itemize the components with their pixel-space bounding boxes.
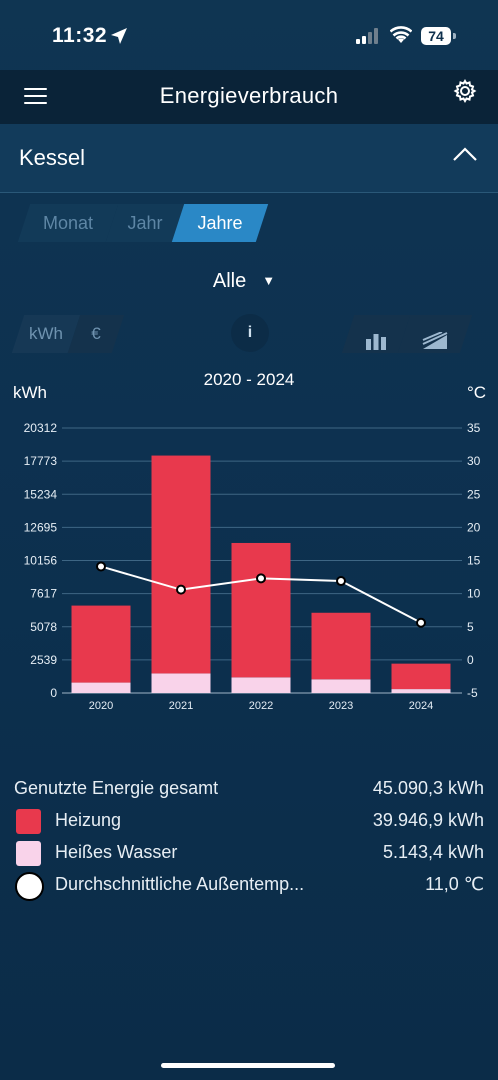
- y-tick-left: 15234: [24, 487, 58, 501]
- battery-level: 74: [428, 28, 444, 44]
- section-title: Kessel: [19, 145, 86, 170]
- x-tick-label: 2022: [249, 700, 273, 712]
- period-tabs: Monat Jahr Jahre: [17, 204, 269, 242]
- legend-item-temperature: Durchschnittliche Außentemp... 11,0 ℃: [0, 869, 498, 901]
- y-tick-left: 20312: [24, 421, 58, 435]
- bar-chart-button[interactable]: [341, 315, 411, 353]
- y-tick-right: 15: [467, 554, 481, 568]
- tab-kwh[interactable]: kWh: [11, 315, 81, 353]
- legend-item-label: Heißes Wasser: [55, 842, 178, 862]
- x-tick-label: 2020: [89, 700, 113, 712]
- tab-euro[interactable]: €: [67, 315, 125, 353]
- unit-tabs: kWh €: [11, 315, 125, 353]
- bar-hot-water: [231, 677, 291, 693]
- heating-swatch: [16, 809, 41, 834]
- filter-selected: Alle: [212, 270, 247, 292]
- area-chart-icon: [422, 331, 448, 349]
- bar-heating: [71, 605, 131, 683]
- bar-heating: [391, 663, 451, 690]
- info-icon: i: [247, 324, 253, 341]
- chevron-up-icon[interactable]: [452, 146, 478, 162]
- gear-icon[interactable]: [453, 79, 477, 103]
- tab-monat[interactable]: Monat: [17, 204, 119, 242]
- energy-chart: kWh °C 20312 35 17773 30 15234 25 12695 20 10156 15…: [13, 383, 486, 712]
- status-time: 11:32: [52, 24, 108, 47]
- y-tick-right: 35: [467, 421, 481, 435]
- tab-jahre[interactable]: Jahre: [171, 204, 269, 242]
- bar-heating: [231, 542, 291, 678]
- legend-item-value: 11,0 ℃: [425, 874, 484, 894]
- temperature-point: [176, 584, 186, 595]
- hamburger-menu-icon[interactable]: [24, 88, 47, 109]
- y-tick-left: 5078: [30, 620, 57, 634]
- battery-indicator: 74: [421, 27, 456, 45]
- temperature-point: [256, 573, 266, 584]
- y-tick-right: 25: [467, 487, 481, 501]
- chart-type-tabs: [341, 315, 473, 353]
- temperature-swatch: [15, 872, 44, 901]
- temperature-point: [416, 617, 426, 628]
- location-arrow-icon: [111, 28, 127, 44]
- legend-item-value: 5.143,4 kWh: [382, 842, 484, 862]
- app-header: Energieverbrauch: [0, 70, 498, 124]
- info-button[interactable]: i: [231, 314, 269, 352]
- y-tick-left: 2539: [30, 653, 57, 667]
- y-tick-left: 12695: [24, 520, 58, 534]
- tab-jahr[interactable]: Jahr: [105, 204, 185, 242]
- x-tick-label: 2023: [329, 700, 353, 712]
- x-tick-label: 2024: [409, 700, 433, 712]
- y-tick-left: 10156: [24, 554, 58, 568]
- y-tick-right: 30: [467, 454, 481, 468]
- x-tick-label: 2021: [169, 700, 193, 712]
- cellular-signal-icon: [356, 28, 378, 44]
- y-tick-right: 10: [467, 587, 481, 601]
- legend-item-label: Heizung: [55, 810, 122, 830]
- bar-heating: [151, 455, 211, 674]
- y-tick-right: -5: [467, 686, 478, 700]
- bar-hot-water: [391, 689, 451, 693]
- legend-item-label: Durchschnittliche Außentemp...: [55, 874, 305, 894]
- area-chart-button[interactable]: [397, 315, 473, 353]
- home-indicator: [161, 1063, 335, 1068]
- bar-hot-water: [311, 679, 371, 693]
- y-axis-right-title: °C: [467, 383, 486, 402]
- status-bar: 11:32 74: [0, 0, 498, 70]
- legend-item-hot-water: Heißes Wasser 5.143,4 kWh: [0, 837, 498, 869]
- bar-hot-water: [71, 682, 131, 693]
- y-tick-right: 5: [467, 620, 474, 634]
- page-title: Energieverbrauch: [159, 83, 339, 108]
- bar-heating: [311, 612, 371, 680]
- y-tick-left: 17773: [24, 454, 58, 468]
- temperature-point: [336, 576, 346, 587]
- bar-chart-icon: [366, 334, 386, 350]
- y-axis-left-title: kWh: [13, 383, 47, 402]
- caret-down-icon: ▼: [262, 273, 276, 288]
- date-range-label: 2020 - 2024: [203, 370, 295, 389]
- wifi-icon: [390, 26, 412, 43]
- bar-hot-water: [151, 673, 211, 693]
- filter-dropdown[interactable]: Alle ▼: [0, 270, 498, 293]
- legend-item-value: 39.946,9 kWh: [372, 810, 484, 830]
- y-tick-left: 7617: [30, 587, 57, 601]
- legend-total: Genutzte Energie gesamt 45.090,3 kWh: [0, 773, 498, 805]
- legend-item-heizung: Heizung 39.946,9 kWh: [0, 805, 498, 837]
- section-header-kessel[interactable]: Kessel: [0, 124, 498, 193]
- y-tick-left: 0: [50, 686, 57, 700]
- total-label: Genutzte Energie gesamt: [14, 778, 219, 798]
- temperature-point: [96, 561, 106, 572]
- hot-water-swatch: [16, 841, 41, 866]
- y-tick-right: 20: [467, 520, 481, 534]
- total-value: 45.090,3 kWh: [372, 778, 484, 798]
- y-tick-right: 0: [467, 653, 474, 667]
